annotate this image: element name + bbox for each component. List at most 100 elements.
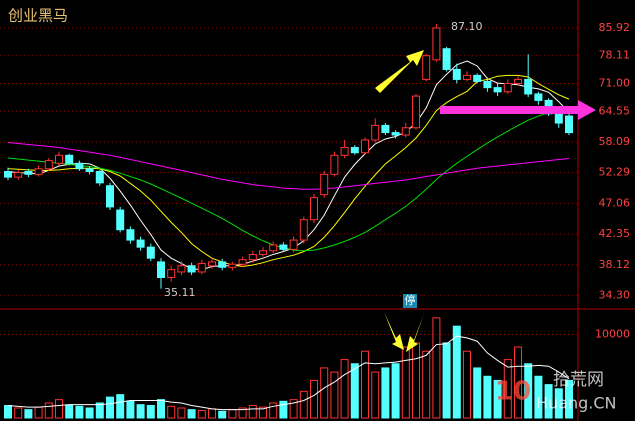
candle-body	[238, 259, 247, 265]
volume-bar	[463, 350, 471, 419]
candle-body	[514, 78, 522, 85]
candle-body	[483, 80, 492, 89]
volume-bar	[157, 399, 165, 419]
plot: 85.92 78.11 71.00 64.55 58.09 52.29 47.06 42.35…	[0, 21, 631, 419]
candle-body	[218, 261, 227, 268]
watermark-url: Huang.CN	[536, 394, 617, 413]
candle-body	[24, 171, 33, 175]
candle-body	[34, 168, 43, 175]
candle-body	[167, 269, 176, 278]
volume-bar	[371, 371, 380, 419]
volume-bar	[75, 405, 84, 419]
candle-body	[350, 147, 359, 154]
candle-body	[157, 261, 165, 278]
volume-bar	[279, 400, 288, 419]
volume-bar	[503, 359, 512, 419]
candle-body	[44, 160, 53, 170]
candle-body	[524, 78, 533, 95]
volume-bar	[14, 407, 23, 419]
volume-bar	[452, 325, 461, 419]
candle-body	[95, 171, 104, 184]
volume-bar	[187, 409, 196, 419]
volume-bar	[167, 405, 176, 419]
candle-body	[65, 154, 74, 164]
ma-line	[7, 60, 570, 271]
candle-body	[299, 219, 308, 241]
ma-line	[7, 74, 570, 268]
volume-bar	[310, 379, 318, 419]
volume-bar	[554, 388, 563, 419]
candle-body	[259, 250, 267, 255]
candle-body	[503, 83, 512, 93]
candle-body	[187, 265, 196, 273]
volume-bar	[197, 409, 206, 419]
candle-body	[554, 113, 563, 124]
volume-bar	[350, 363, 359, 419]
y-tick-label: 42.35	[599, 227, 631, 240]
volume-bar	[432, 317, 441, 419]
volume-bar	[177, 407, 186, 419]
candle-body	[565, 115, 573, 134]
arrow	[440, 100, 596, 120]
candle-body	[197, 262, 206, 273]
volume-bar	[340, 359, 349, 419]
y-tick-label: 34.30	[599, 289, 631, 302]
min-label: 35.11	[164, 286, 196, 299]
ma-line	[7, 107, 570, 252]
watermark-text: 拾荒网	[553, 370, 604, 390]
stop-badge	[403, 294, 417, 308]
candle-body	[463, 74, 471, 80]
candle-body	[85, 168, 94, 173]
volume-bar	[55, 399, 63, 419]
candle-body	[452, 68, 461, 80]
volume-bar	[381, 367, 390, 419]
candle-body	[391, 132, 400, 136]
y-tick-label: 52.29	[599, 166, 631, 179]
candle-body	[55, 154, 63, 164]
volume-bar	[493, 379, 502, 419]
candle-body	[330, 154, 339, 175]
arrow	[384, 312, 404, 350]
volume-bar	[473, 367, 482, 419]
candle-body	[381, 124, 390, 134]
candle-body	[442, 48, 451, 70]
candle-body	[136, 239, 145, 248]
y-tick-label: 58.09	[599, 135, 631, 148]
volume-ma-line	[7, 335, 570, 411]
max-label: 87.10	[451, 20, 483, 33]
volume-bar	[391, 363, 400, 419]
candle-body	[401, 127, 410, 136]
volume-bar	[248, 404, 257, 419]
volume-bar	[269, 402, 278, 419]
candle-body	[248, 253, 257, 261]
volume-bar	[44, 402, 53, 419]
volume-bar	[289, 399, 298, 419]
volume-bar	[95, 402, 104, 419]
volume-bar	[330, 371, 339, 419]
ma-line	[7, 141, 570, 190]
watermark-logo: 10	[495, 377, 531, 407]
volume-bar	[126, 400, 135, 419]
candle-body	[473, 74, 482, 82]
arrow	[406, 314, 424, 352]
arrow	[375, 50, 424, 93]
stop-label: 停	[405, 293, 416, 307]
candle-body	[4, 171, 12, 178]
candle-body	[534, 93, 543, 101]
candle-body	[126, 229, 135, 241]
volume-bar	[514, 346, 522, 419]
y-tick-label: 78.11	[599, 49, 631, 62]
volume-bar	[65, 404, 74, 419]
volume-bar	[106, 396, 114, 419]
volume-bar	[146, 404, 155, 419]
volume-bar	[412, 342, 420, 419]
candle-body	[371, 124, 380, 141]
volume-bar	[116, 394, 125, 419]
candle-body	[279, 244, 288, 250]
volume-bar	[401, 346, 410, 419]
candle-body	[340, 147, 349, 156]
volume-bar	[442, 342, 451, 419]
volume-bar	[24, 409, 33, 419]
